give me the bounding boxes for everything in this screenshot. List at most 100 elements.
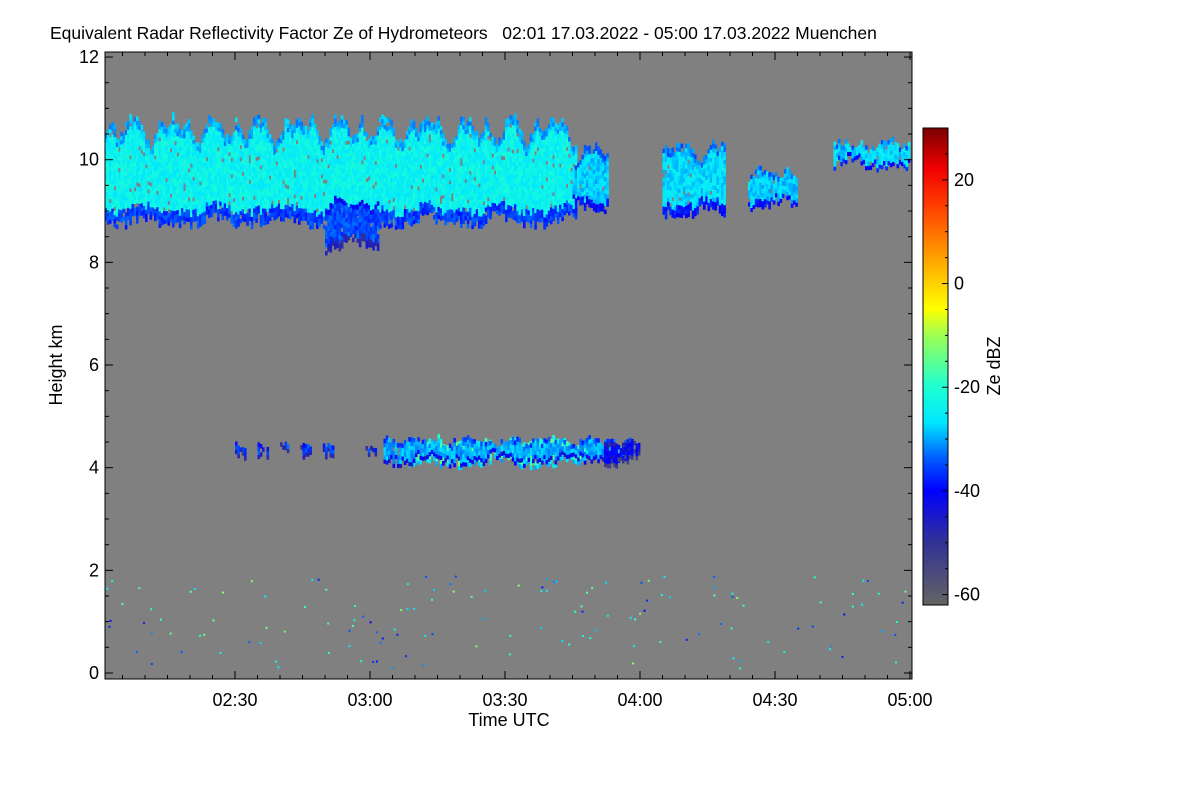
radar-cell <box>529 211 533 216</box>
radar-cell <box>471 167 474 172</box>
radar-cell <box>201 179 204 185</box>
radar-cell <box>577 187 580 192</box>
radar-cell <box>419 127 423 133</box>
radar-cell <box>282 139 285 144</box>
radar-cell <box>464 215 468 221</box>
radar-cell <box>493 178 497 183</box>
radar-cell <box>160 163 164 168</box>
radar-cell <box>304 134 308 139</box>
radar-cell <box>183 146 186 151</box>
radar-cell <box>340 160 344 165</box>
radar-cell <box>536 196 540 201</box>
radar-cell <box>554 192 558 198</box>
radar-cell <box>262 179 265 184</box>
radar-cell <box>412 154 416 159</box>
radar-cell <box>437 161 441 166</box>
radar-cell <box>496 143 499 149</box>
radar-cell <box>133 158 137 163</box>
radar-cell <box>480 199 483 205</box>
radar-cell <box>410 123 414 128</box>
radar-cell <box>534 122 537 127</box>
radar-cell <box>149 211 153 216</box>
radar-cell <box>289 206 292 211</box>
radar-cell <box>221 178 225 183</box>
radar-cell <box>235 191 238 196</box>
radar-cell <box>437 206 441 211</box>
radar-cell <box>327 143 330 149</box>
radar-cell <box>158 194 162 200</box>
radar-cell <box>316 216 319 221</box>
radar-cell <box>313 136 317 141</box>
radar-cell <box>248 208 252 213</box>
radar-cell <box>295 197 299 202</box>
radar-cell <box>219 193 222 198</box>
radar-cell <box>565 134 569 139</box>
radar-cell <box>304 212 308 217</box>
radar-cell <box>282 155 285 160</box>
radar-cell <box>385 155 389 161</box>
radar-cell <box>223 182 227 187</box>
radar-cell <box>181 146 184 151</box>
radar-cell <box>280 208 283 214</box>
radar-cell <box>471 204 474 209</box>
radar-cell <box>550 182 553 188</box>
radar-cell <box>244 188 247 194</box>
radar-cell <box>412 215 416 221</box>
radar-cell <box>293 218 297 224</box>
radar-cell <box>264 183 267 189</box>
radar-cell <box>178 129 182 134</box>
radar-cell <box>500 139 504 144</box>
radar-cell <box>122 191 126 197</box>
radar-cell <box>597 171 600 176</box>
radar-cell <box>196 166 200 172</box>
radar-cell <box>343 233 346 238</box>
radar-cell <box>248 138 252 143</box>
radar-cell <box>433 145 436 150</box>
radar-cell <box>203 203 207 208</box>
radar-cell <box>457 154 461 159</box>
radar-cell <box>298 183 301 188</box>
radar-cell <box>505 184 508 190</box>
radar-cell <box>221 203 225 208</box>
radar-cell <box>291 203 294 209</box>
radar-cell <box>176 185 180 190</box>
radar-cell <box>563 141 567 146</box>
radar-cell <box>331 144 335 150</box>
radar-cell <box>208 115 211 120</box>
radar-cell <box>111 163 114 168</box>
radar-cell <box>160 171 164 177</box>
radar-cell <box>120 140 123 145</box>
radar-cell <box>338 218 342 223</box>
radar-cell <box>172 169 175 174</box>
radar-cell <box>325 242 328 248</box>
radar-cell <box>410 189 414 194</box>
radar-cell <box>205 148 209 154</box>
radar-cell <box>379 183 382 188</box>
radar-cell <box>111 138 114 143</box>
radar-cell <box>473 160 477 165</box>
radar-cell <box>129 196 132 201</box>
radar-cell <box>255 206 258 211</box>
radar-cell <box>586 183 589 188</box>
radar-cell <box>426 145 429 150</box>
radar-cell <box>410 201 414 206</box>
radar-cell <box>358 238 362 244</box>
radar-cell <box>595 179 598 184</box>
radar-cell <box>127 199 130 204</box>
radar-cell <box>484 121 488 126</box>
radar-cell <box>383 157 387 162</box>
radar-cell <box>561 175 564 181</box>
radar-cell <box>129 142 132 148</box>
radar-cell <box>583 190 587 195</box>
radar-cell <box>437 132 441 138</box>
radar-cell <box>574 194 578 199</box>
radar-cell <box>428 121 432 127</box>
radar-cell <box>122 208 126 213</box>
radar-cell <box>534 220 537 226</box>
radar-cell <box>361 168 364 173</box>
radar-cell <box>334 208 337 213</box>
radar-cell <box>543 208 546 214</box>
radar-cell <box>516 210 519 215</box>
radar-cell <box>358 242 362 248</box>
radar-cell <box>113 181 117 187</box>
